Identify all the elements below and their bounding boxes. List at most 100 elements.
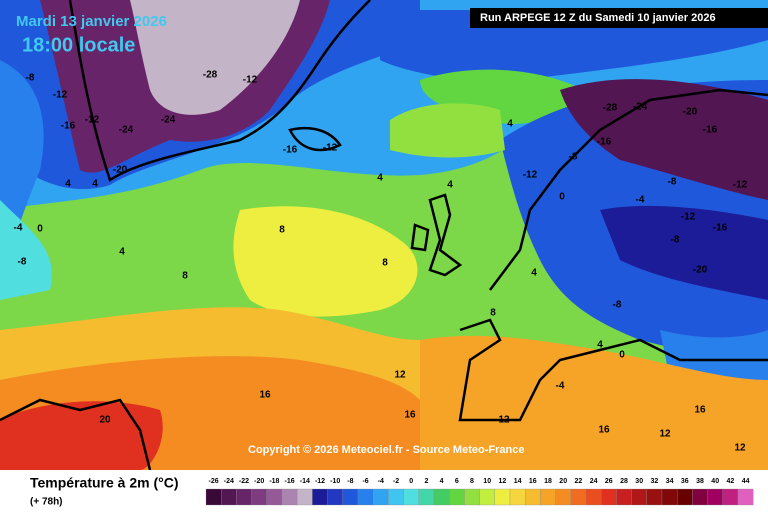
scale-swatch <box>646 488 663 506</box>
map-label: -28 <box>203 70 218 81</box>
coastlines <box>0 0 768 471</box>
scale-swatch <box>205 488 222 506</box>
scale-label: 38 <box>696 478 704 485</box>
scale-swatch <box>601 488 617 506</box>
map-label: -12 <box>733 180 748 191</box>
map-label: 12 <box>734 443 746 454</box>
map-label: -12 <box>323 143 338 154</box>
map-label: -8 <box>569 152 578 163</box>
scale-label: 26 <box>605 478 613 485</box>
map-label: 0 <box>559 192 565 203</box>
map-label: -4 <box>636 195 645 206</box>
scale-swatch <box>555 488 571 506</box>
scale-swatch <box>357 488 374 506</box>
scale-swatch <box>388 488 404 506</box>
map-label: 16 <box>694 405 706 416</box>
scale-swatch <box>236 488 252 506</box>
scale-swatch <box>266 488 283 506</box>
map-label: -16 <box>713 223 728 234</box>
map-label: 0 <box>619 350 625 361</box>
scale-label: -2 <box>393 478 399 485</box>
map-label: -12 <box>681 212 696 223</box>
map-label: 4 <box>92 179 98 190</box>
scale-label: 0 <box>409 478 413 485</box>
scale-label: -8 <box>347 478 353 485</box>
map-label: -8 <box>671 235 680 246</box>
map-label: -24 <box>161 115 176 126</box>
scale-swatch <box>251 488 267 506</box>
scale-label: 42 <box>727 478 735 485</box>
map-label: -24 <box>119 125 134 136</box>
map-label: -16 <box>61 121 76 132</box>
scale-swatch <box>449 488 465 506</box>
legend-lead: (+ 78h) <box>30 497 63 508</box>
map-label: -20 <box>693 265 708 276</box>
map-label: 4 <box>597 340 603 351</box>
scale-label: -4 <box>378 478 384 485</box>
legend-title: Température à 2m (°C) <box>30 475 179 491</box>
scale-label: 24 <box>590 478 598 485</box>
map-label: -4 <box>556 381 565 392</box>
scale-swatch <box>677 488 693 506</box>
map-label: 8 <box>182 271 188 282</box>
scale-swatch <box>737 488 754 506</box>
scale-swatch <box>297 488 313 506</box>
scale-label: -16 <box>285 478 295 485</box>
scale-swatch <box>707 488 723 506</box>
forecast-time: 18:00 locale <box>22 34 135 56</box>
map-label: 16 <box>404 410 416 421</box>
map-label: -28 <box>603 103 618 114</box>
map-label: -12 <box>523 170 538 181</box>
scale-label: 36 <box>681 478 689 485</box>
scale-swatch <box>312 488 328 506</box>
scale-swatch <box>692 488 708 506</box>
map-labels: -8 -12 -16 -12 -20 -24 -24 -28 -12 -16 -12 4 4 8 4 0 -4 -… <box>14 70 748 454</box>
map-label: 12 <box>659 429 671 440</box>
scale-swatch <box>525 488 541 506</box>
scale-swatch <box>570 488 587 506</box>
scale-swatch <box>722 488 739 506</box>
scale-swatch <box>585 488 602 506</box>
map-label: -16 <box>597 137 612 148</box>
map-label: 8 <box>279 225 285 236</box>
scale-label: 20 <box>559 478 567 485</box>
map-label: -8 <box>18 257 27 268</box>
forecast-date: Mardi 13 janvier 2026 <box>16 13 167 30</box>
scale-swatch <box>221 488 237 506</box>
run-box <box>470 8 768 28</box>
scale-label: 12 <box>499 478 507 485</box>
map-label: -20 <box>683 107 698 118</box>
map-label: 4 <box>377 173 383 184</box>
map-label: 8 <box>382 258 388 269</box>
scale-swatch <box>418 488 435 506</box>
map-label: -4 <box>14 223 23 234</box>
scale-swatch <box>631 488 647 506</box>
scale-label: 4 <box>440 478 444 485</box>
scale-swatch <box>494 488 511 506</box>
scale-swatch <box>616 488 632 506</box>
scale-label: 28 <box>620 478 628 485</box>
scale-label: 32 <box>651 478 659 485</box>
scale-label: -22 <box>239 478 249 485</box>
scale-swatch <box>464 488 480 506</box>
map-label: 4 <box>447 180 453 191</box>
map-label: -8 <box>668 177 677 188</box>
scale-label: -20 <box>254 478 264 485</box>
scale-label: 16 <box>529 478 537 485</box>
scale-label: 34 <box>666 478 674 485</box>
run-info: Run ARPEGE 12 Z du Samedi 10 janvier 202… <box>480 12 716 24</box>
scale-label: -26 <box>209 478 219 485</box>
scale-swatch <box>281 488 298 506</box>
scale-swatch <box>403 488 419 506</box>
scale-label: -12 <box>315 478 325 485</box>
map-label: -20 <box>113 165 128 176</box>
map-label: 20 <box>99 415 111 426</box>
copyright: Copyright © 2026 Meteociel.fr - Source M… <box>248 444 524 456</box>
scale-label: 40 <box>711 478 719 485</box>
map-label: 4 <box>119 247 125 258</box>
scale-swatch <box>661 488 678 506</box>
scale-label: -6 <box>362 478 368 485</box>
map-label: 4 <box>531 268 537 279</box>
